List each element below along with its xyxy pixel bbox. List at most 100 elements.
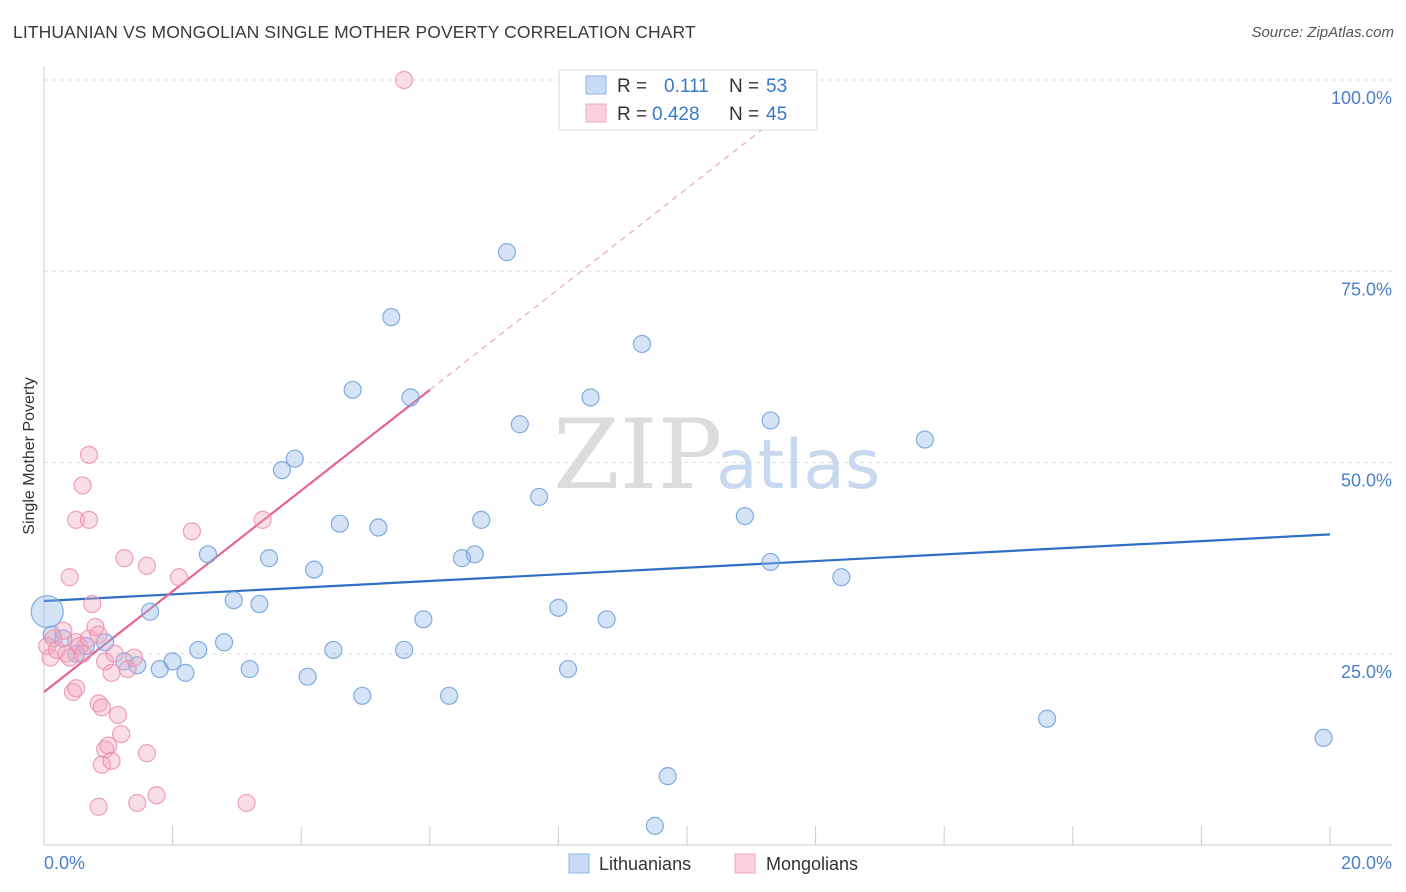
legend-r-label-1: R = xyxy=(617,76,647,97)
point-mongolians-36 xyxy=(128,793,147,813)
point-mongolians-33 xyxy=(102,751,121,770)
legend-r-label-2: R = xyxy=(617,104,647,125)
point-lithuanians-30 xyxy=(401,388,420,407)
point-lithuanians-43 xyxy=(632,334,652,354)
point-lithuanians-37 xyxy=(510,415,529,434)
point-mongolians-9 xyxy=(73,644,92,663)
data-points xyxy=(30,70,1333,835)
point-mongolians-18 xyxy=(124,648,144,667)
point-mongolians-39 xyxy=(115,549,134,568)
legend-swatch-mongolians xyxy=(585,103,607,123)
trend-lines xyxy=(43,87,1331,693)
point-mongolians-38 xyxy=(237,793,256,813)
point-mongolians-35 xyxy=(89,797,108,816)
legend-n-value-2: 45 xyxy=(766,104,787,125)
legend-n-value-1: 53 xyxy=(766,76,787,97)
point-mongolians-20 xyxy=(67,510,86,529)
legend-r-value-1: 0.111 xyxy=(664,76,709,97)
y-tick-label-3: 100.0% xyxy=(1331,88,1392,108)
point-mongolians-34 xyxy=(137,744,156,763)
point-lithuanians-23 xyxy=(324,640,343,660)
point-lithuanians-49 xyxy=(832,568,851,587)
point-mongolians-41 xyxy=(182,522,201,541)
stats-legend: R = 0.111 N = 53 R = 0.428 N = 45 xyxy=(558,69,818,131)
point-lithuanians-32 xyxy=(439,686,459,705)
point-mongolians-31 xyxy=(99,736,118,755)
y-tick-label-2: 75.0% xyxy=(1341,279,1392,299)
point-lithuanians-17 xyxy=(250,594,269,614)
point-lithuanians-44 xyxy=(658,767,677,786)
point-lithuanians-34 xyxy=(465,545,484,564)
chart-title: LITHUANIAN VS MONGOLIAN SINGLE MOTHER PO… xyxy=(13,22,696,42)
point-lithuanians-25 xyxy=(343,380,362,399)
y-tick-labels: 25.0% 50.0% 75.0% 100.0% xyxy=(1331,88,1392,682)
point-mongolians-4 xyxy=(54,621,73,640)
point-lithuanians-41 xyxy=(581,388,600,407)
point-lithuanians-51 xyxy=(1037,709,1057,728)
point-mongolians-10 xyxy=(79,629,99,648)
point-lithuanians-22 xyxy=(304,560,324,579)
point-mongolians-21 xyxy=(73,476,92,495)
y-axis-title: Single Mother Poverty xyxy=(21,377,38,534)
point-mongolians-37 xyxy=(147,786,166,805)
point-lithuanians-11 xyxy=(176,663,195,682)
point-lithuanians-39 xyxy=(549,598,568,617)
point-mongolians-40 xyxy=(137,556,156,575)
point-mongolians-25 xyxy=(92,698,111,717)
point-lithuanians-47 xyxy=(761,552,780,572)
point-mongolians-44 xyxy=(394,70,414,90)
point-lithuanians-14 xyxy=(214,633,234,652)
series-legend-swatch-mongolians xyxy=(734,853,756,874)
source-label: Source: ZipAtlas.com xyxy=(1251,24,1394,41)
point-mongolians-13 xyxy=(89,625,108,644)
point-lithuanians-35 xyxy=(472,510,491,529)
point-mongolians-22 xyxy=(79,510,99,529)
point-mongolians-16 xyxy=(105,644,124,663)
point-lithuanians-24 xyxy=(330,514,349,533)
trend-extension-mongolians xyxy=(429,87,816,391)
point-mongolians-43 xyxy=(253,510,272,529)
watermark-zip: ZIP xyxy=(553,399,722,511)
point-lithuanians-45 xyxy=(645,816,664,835)
legend-swatch-lithuanians xyxy=(585,75,607,95)
point-lithuanians-36 xyxy=(497,243,517,262)
series-legend-swatch-lithuanians xyxy=(568,853,590,874)
point-lithuanians-8 xyxy=(140,602,160,621)
y-tick-label-1: 50.0% xyxy=(1341,471,1392,491)
trend-line-mongolians xyxy=(43,388,431,693)
point-lithuanians-50 xyxy=(915,430,935,449)
x-tick-labels: 0.0% 20.0% xyxy=(44,853,1392,873)
point-mongolians-17 xyxy=(118,659,137,679)
point-mongolians-27 xyxy=(67,679,86,698)
legend-n-label-2: N = xyxy=(729,104,759,125)
point-lithuanians-12 xyxy=(189,640,208,660)
point-mongolians-23 xyxy=(79,445,99,464)
point-mongolians-19 xyxy=(60,568,79,587)
x-tick-label-0: 0.0% xyxy=(44,853,85,873)
point-lithuanians-15 xyxy=(224,591,243,610)
x-tick-label-1: 20.0% xyxy=(1341,853,1392,873)
point-lithuanians-40 xyxy=(558,659,578,679)
grid-lines xyxy=(44,79,1392,655)
legend-r-value-2: 0.428 xyxy=(652,104,700,125)
axes xyxy=(43,66,1392,846)
point-lithuanians-31 xyxy=(414,610,433,629)
point-mongolians-15 xyxy=(102,663,121,682)
point-lithuanians-0 xyxy=(30,595,64,629)
trend-line-lithuanians xyxy=(43,533,1331,603)
watermark: ZIP atlas xyxy=(553,399,880,511)
point-mongolians-28 xyxy=(108,705,128,725)
point-mongolians-14 xyxy=(95,652,115,671)
series-legend-label-lithuanians: Lithuanians xyxy=(599,854,691,874)
series-legend-label-mongolians: Mongolians xyxy=(766,854,858,874)
point-mongolians-42 xyxy=(169,568,189,587)
point-lithuanians-20 xyxy=(285,449,304,468)
legend-n-label-1: N = xyxy=(729,76,759,97)
point-lithuanians-21 xyxy=(298,667,317,686)
point-lithuanians-19 xyxy=(272,461,292,480)
point-lithuanians-28 xyxy=(382,308,401,327)
point-mongolians-2 xyxy=(44,629,63,648)
y-tick-label-0: 25.0% xyxy=(1341,662,1392,682)
point-lithuanians-38 xyxy=(530,487,549,507)
point-lithuanians-18 xyxy=(259,549,279,568)
